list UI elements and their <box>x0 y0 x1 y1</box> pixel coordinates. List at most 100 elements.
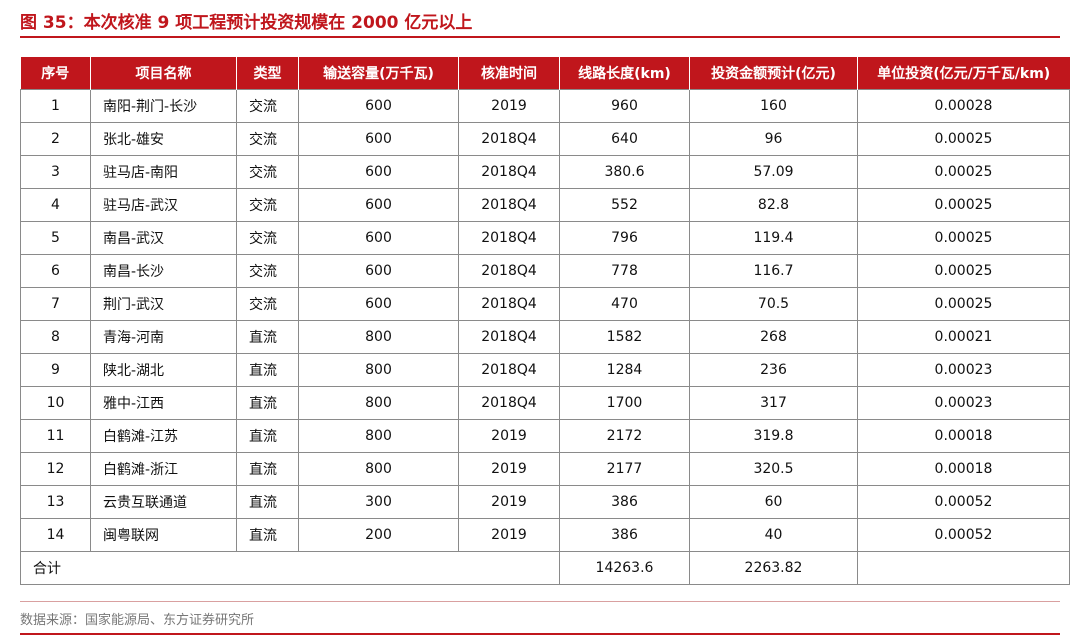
cell-project-name: 白鹤滩-江苏 <box>90 419 237 453</box>
cell-project-name: 南昌-长沙 <box>90 254 237 288</box>
table-row: 4 驻马店-武汉 交流 600 2018Q4 552 82.8 0.00025 <box>20 188 1070 222</box>
header-line-length: 线路长度(km) <box>559 57 690 90</box>
investment-table: 序号 项目名称 类型 输送容量(万千瓦) 核准时间 线路长度(km) 投资金额预… <box>20 57 1070 585</box>
cell-approval-time: 2019 <box>458 518 560 552</box>
cell-approval-time: 2019 <box>458 485 560 519</box>
header-index: 序号 <box>20 57 91 90</box>
cell-index: 12 <box>20 452 91 486</box>
cell-investment: 60 <box>689 485 858 519</box>
cell-index: 5 <box>20 221 91 255</box>
cell-type: 交流 <box>236 221 299 255</box>
cell-line-length: 778 <box>559 254 690 288</box>
total-unit-investment <box>857 551 1070 585</box>
cell-line-length: 2172 <box>559 419 690 453</box>
header-capacity: 输送容量(万千瓦) <box>298 57 459 90</box>
cell-index: 4 <box>20 188 91 222</box>
cell-index: 1 <box>20 89 91 123</box>
cell-capacity: 800 <box>298 320 459 354</box>
cell-unit-investment: 0.00025 <box>857 155 1070 189</box>
cell-project-name: 南昌-武汉 <box>90 221 237 255</box>
cell-type: 交流 <box>236 122 299 156</box>
table-row: 5 南昌-武汉 交流 600 2018Q4 796 119.4 0.00025 <box>20 221 1070 255</box>
cell-approval-time: 2018Q4 <box>458 353 560 387</box>
cell-approval-time: 2018Q4 <box>458 386 560 420</box>
cell-investment: 268 <box>689 320 858 354</box>
table-row: 7 荆门-武汉 交流 600 2018Q4 470 70.5 0.00025 <box>20 287 1070 321</box>
cell-investment: 320.5 <box>689 452 858 486</box>
cell-investment: 319.8 <box>689 419 858 453</box>
cell-index: 3 <box>20 155 91 189</box>
table-row: 11 白鹤滩-江苏 直流 800 2019 2172 319.8 0.00018 <box>20 419 1070 453</box>
cell-type: 交流 <box>236 287 299 321</box>
total-investment: 2263.82 <box>689 551 858 585</box>
table-row: 14 闽粤联网 直流 200 2019 386 40 0.00052 <box>20 518 1070 552</box>
header-project-name: 项目名称 <box>90 57 237 90</box>
cell-index: 14 <box>20 518 91 552</box>
cell-project-name: 南阳-荆门-长沙 <box>90 89 237 123</box>
figure-title: 图 35：本次核准 9 项工程预计投资规模在 2000 亿元以上 <box>20 13 473 33</box>
cell-unit-investment: 0.00023 <box>857 386 1070 420</box>
data-source: 数据来源：国家能源局、东方证券研究所 <box>20 613 255 628</box>
cell-investment: 82.8 <box>689 188 858 222</box>
cell-line-length: 960 <box>559 89 690 123</box>
cell-project-name: 闽粤联网 <box>90 518 237 552</box>
figure-title-bar: 图 35：本次核准 9 项工程预计投资规模在 2000 亿元以上 <box>20 6 1060 38</box>
cell-capacity: 600 <box>298 188 459 222</box>
cell-line-length: 386 <box>559 518 690 552</box>
total-line-length: 14263.6 <box>559 551 690 585</box>
cell-type: 交流 <box>236 188 299 222</box>
cell-line-length: 1700 <box>559 386 690 420</box>
cell-capacity: 200 <box>298 518 459 552</box>
table-row: 12 白鹤滩-浙江 直流 800 2019 2177 320.5 0.00018 <box>20 452 1070 486</box>
cell-line-length: 380.6 <box>559 155 690 189</box>
cell-unit-investment: 0.00028 <box>857 89 1070 123</box>
cell-line-length: 386 <box>559 485 690 519</box>
table-row: 10 雅中-江西 直流 800 2018Q4 1700 317 0.00023 <box>20 386 1070 420</box>
cell-type: 交流 <box>236 155 299 189</box>
cell-type: 交流 <box>236 254 299 288</box>
cell-index: 11 <box>20 419 91 453</box>
cell-unit-investment: 0.00025 <box>857 188 1070 222</box>
header-investment: 投资金额预计(亿元) <box>689 57 858 90</box>
table-row: 1 南阳-荆门-长沙 交流 600 2019 960 160 0.00028 <box>20 89 1070 123</box>
cell-line-length: 1582 <box>559 320 690 354</box>
cell-line-length: 1284 <box>559 353 690 387</box>
cell-type: 直流 <box>236 485 299 519</box>
cell-index: 10 <box>20 386 91 420</box>
cell-line-length: 796 <box>559 221 690 255</box>
cell-index: 9 <box>20 353 91 387</box>
cell-line-length: 552 <box>559 188 690 222</box>
cell-project-name: 云贵互联通道 <box>90 485 237 519</box>
cell-approval-time: 2018Q4 <box>458 122 560 156</box>
table-row: 3 驻马店-南阳 交流 600 2018Q4 380.6 57.09 0.00025 <box>20 155 1070 189</box>
cell-capacity: 600 <box>298 221 459 255</box>
table-row: 13 云贵互联通道 直流 300 2019 386 60 0.00052 <box>20 485 1070 519</box>
cell-type: 直流 <box>236 419 299 453</box>
cell-index: 7 <box>20 287 91 321</box>
table-body: 1 南阳-荆门-长沙 交流 600 2019 960 160 0.00028 2 张北-雄安 交流 6… <box>20 89 1070 585</box>
table-row: 6 南昌-长沙 交流 600 2018Q4 778 116.7 0.00025 <box>20 254 1070 288</box>
cell-investment: 116.7 <box>689 254 858 288</box>
cell-capacity: 800 <box>298 452 459 486</box>
cell-investment: 119.4 <box>689 221 858 255</box>
cell-type: 直流 <box>236 452 299 486</box>
total-label: 合计 <box>20 551 560 585</box>
cell-type: 直流 <box>236 320 299 354</box>
cell-approval-time: 2018Q4 <box>458 188 560 222</box>
cell-unit-investment: 0.00025 <box>857 287 1070 321</box>
cell-unit-investment: 0.00023 <box>857 353 1070 387</box>
cell-capacity: 600 <box>298 287 459 321</box>
cell-type: 直流 <box>236 518 299 552</box>
cell-investment: 70.5 <box>689 287 858 321</box>
cell-project-name: 青海-河南 <box>90 320 237 354</box>
cell-unit-investment: 0.00025 <box>857 254 1070 288</box>
cell-capacity: 600 <box>298 254 459 288</box>
table-row: 9 陕北-湖北 直流 800 2018Q4 1284 236 0.00023 <box>20 353 1070 387</box>
table-row: 8 青海-河南 直流 800 2018Q4 1582 268 0.00021 <box>20 320 1070 354</box>
cell-investment: 160 <box>689 89 858 123</box>
cell-line-length: 2177 <box>559 452 690 486</box>
cell-unit-investment: 0.00025 <box>857 221 1070 255</box>
cell-capacity: 300 <box>298 485 459 519</box>
cell-investment: 57.09 <box>689 155 858 189</box>
cell-project-name: 陕北-湖北 <box>90 353 237 387</box>
